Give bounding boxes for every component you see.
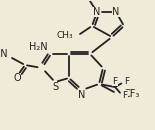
Text: CH₃: CH₃ xyxy=(81,0,97,1)
Text: H₂N: H₂N xyxy=(0,49,8,59)
Text: F: F xyxy=(112,76,117,86)
Text: F: F xyxy=(122,90,128,99)
Text: N: N xyxy=(112,7,120,17)
Text: N: N xyxy=(93,7,101,17)
Text: S: S xyxy=(52,82,58,92)
Text: F: F xyxy=(124,77,130,86)
Text: O: O xyxy=(13,73,21,83)
Text: CF₃: CF₃ xyxy=(124,89,140,99)
Text: H₂N: H₂N xyxy=(29,42,47,52)
Text: N: N xyxy=(78,90,86,100)
Text: CH₃: CH₃ xyxy=(56,31,73,41)
